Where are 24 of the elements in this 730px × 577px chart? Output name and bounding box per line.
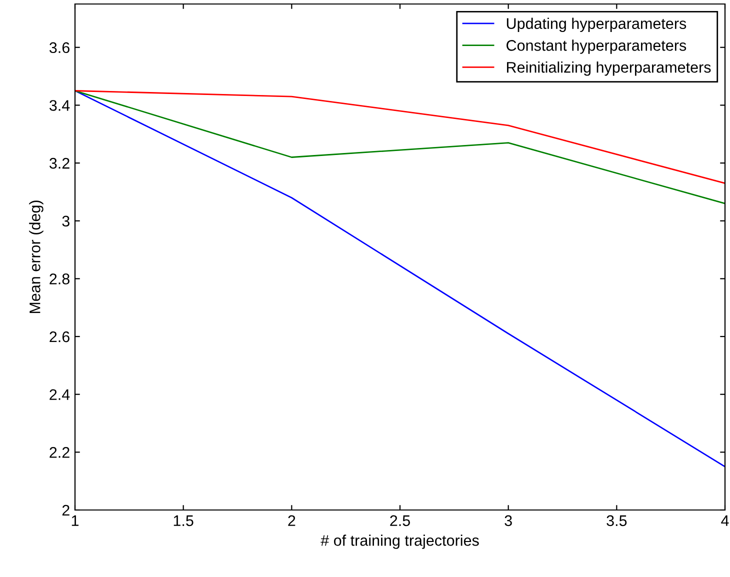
legend-label: Constant hyperparameters <box>506 40 686 54</box>
x-tick-label: 1.5 <box>174 515 194 526</box>
y-tick-label: 2.8 <box>50 274 70 284</box>
x-tick-label: 1 <box>72 515 79 526</box>
y-tick-label: 3.2 <box>49 158 70 169</box>
y-tick-label: 3.4 <box>49 100 70 111</box>
y-tick-label: 2.2 <box>50 447 70 458</box>
line-series <box>75 90 725 184</box>
y-tick-label: 3 <box>62 216 70 227</box>
x-tick-label: 4 <box>721 515 729 526</box>
y-tick-label: 2 <box>62 504 70 516</box>
y-axis-title: Mean error (deg) <box>29 200 44 314</box>
x-tick-label: 3.5 <box>606 515 627 526</box>
y-tick-label: 3.6 <box>49 42 70 54</box>
x-axis-title: # of training trajectories <box>320 534 479 549</box>
x-tick-label: 3 <box>504 515 512 526</box>
y-tick-label: 2.6 <box>50 331 70 342</box>
line-series <box>75 90 725 204</box>
x-tick-label: 2 <box>288 515 296 526</box>
x-tick-label: 2.5 <box>390 515 410 526</box>
y-tick-label: 2.4 <box>50 389 70 400</box>
line-series <box>75 90 725 468</box>
legend-label: Updating hyperparameters <box>506 18 686 32</box>
legend-label: Reinitializing hyperparameters <box>507 62 711 76</box>
